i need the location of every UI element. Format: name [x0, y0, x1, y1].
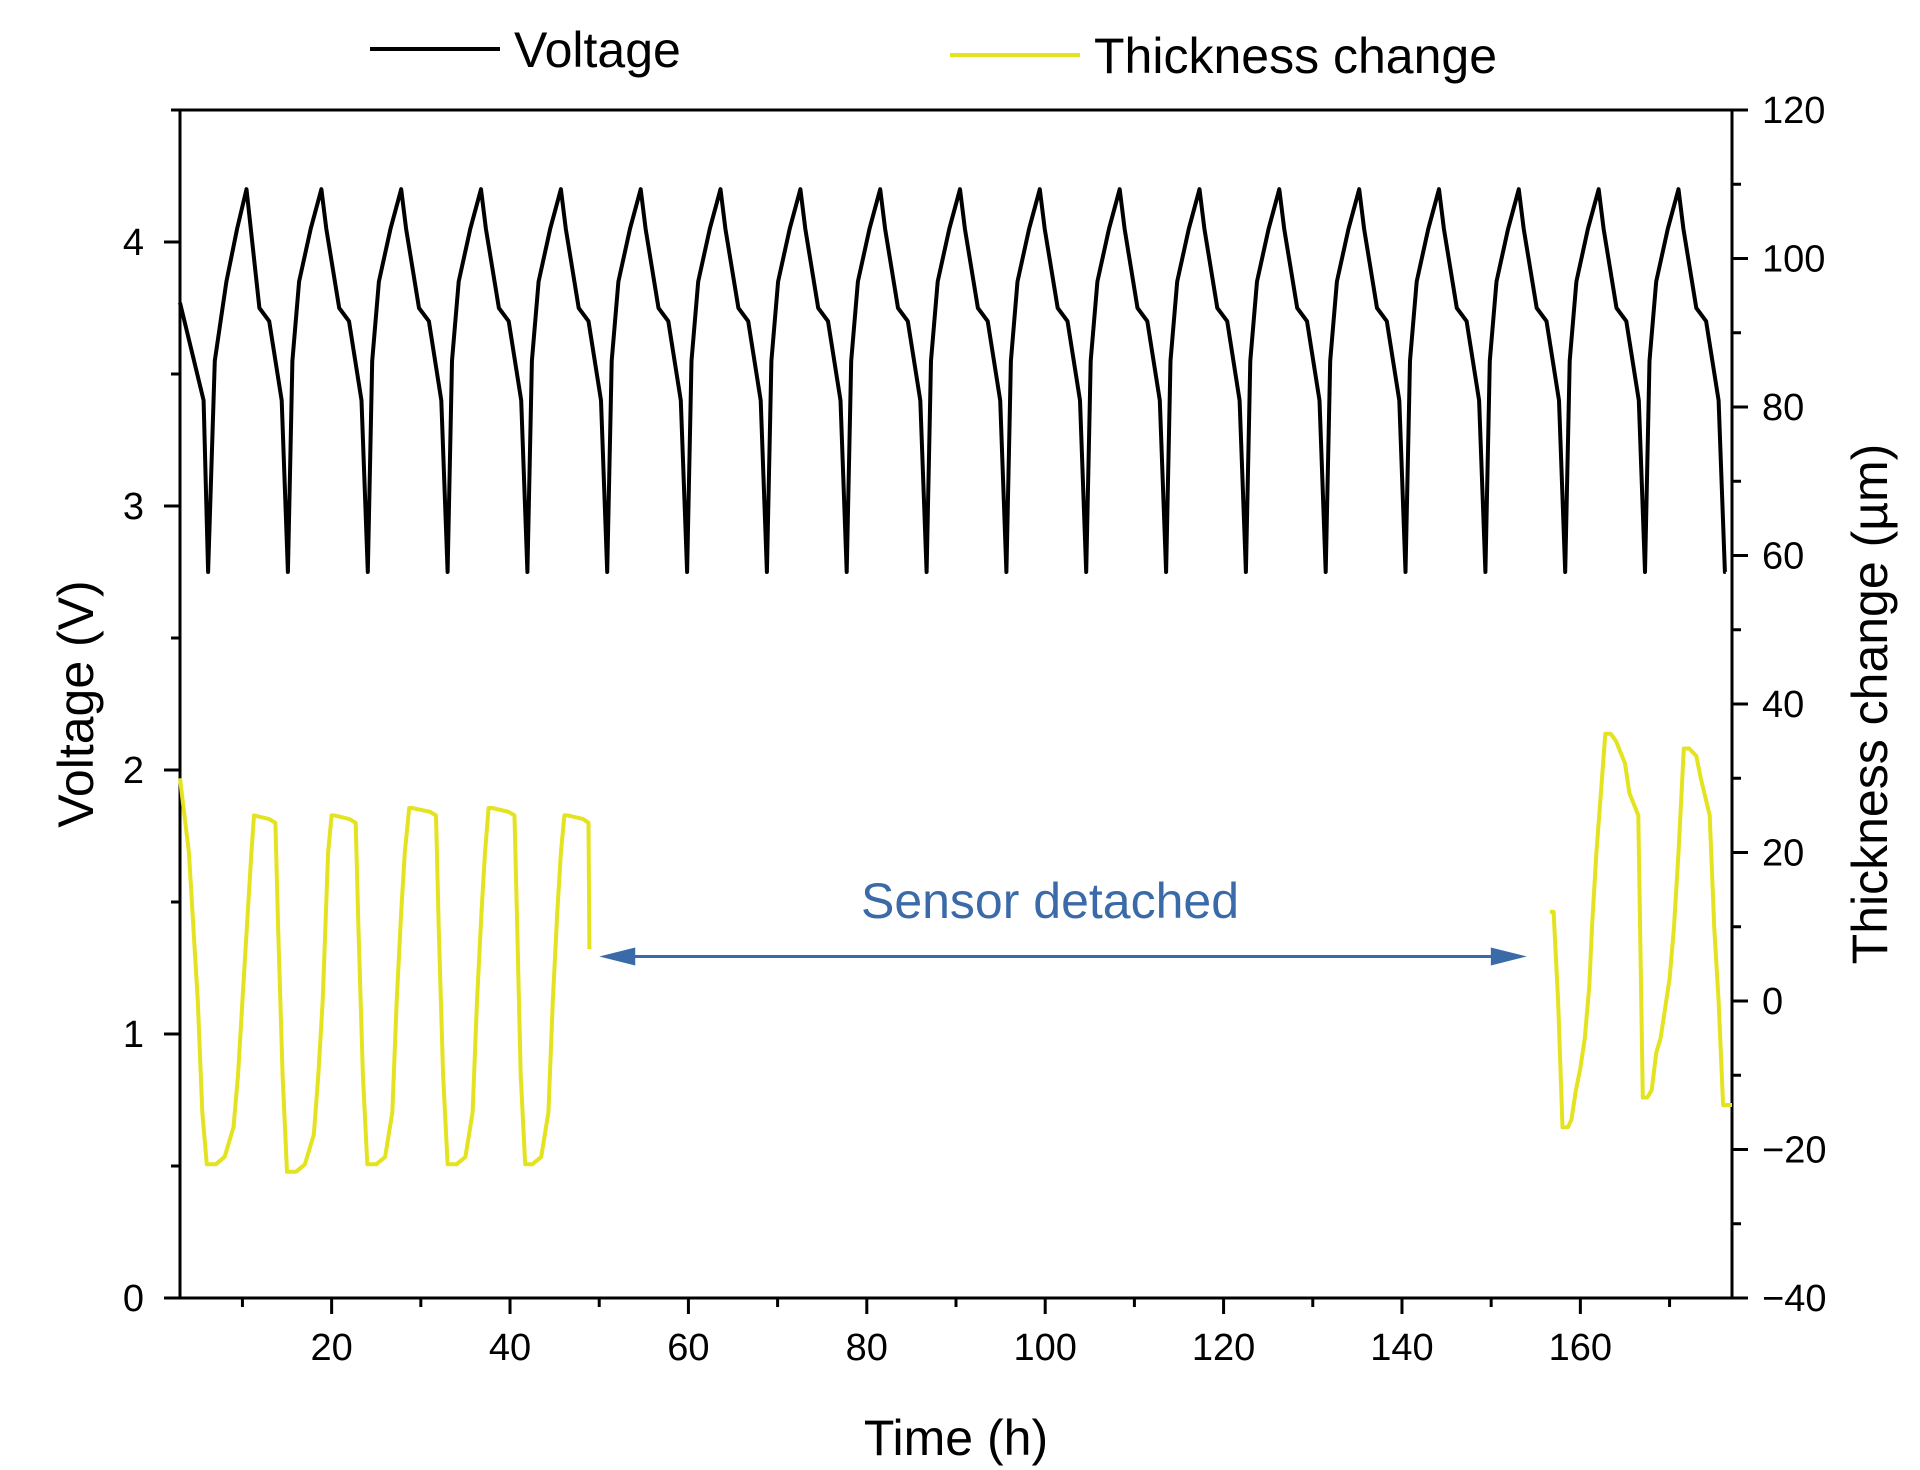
legend: Voltage Thickness change: [370, 22, 1497, 84]
annotation: Sensor detached: [599, 873, 1527, 966]
y-axis-ticks: 0 1 2 3 4: [123, 108, 180, 1320]
x-tick-label: 120: [1192, 1327, 1255, 1369]
y-axis-title: Voltage (V): [48, 580, 104, 827]
legend-label-thickness: Thickness change: [1094, 28, 1497, 84]
y2-tick-label: 60: [1762, 536, 1804, 578]
y-tick-label: 4: [123, 222, 144, 264]
series-line-voltage: [178, 187, 1727, 574]
y2-axis-ticks: −40 −20 0 20 40 60 80 100 120: [1732, 90, 1826, 1320]
y2-axis-title: Thickness change (µm): [1842, 444, 1898, 965]
y2-tick-label: −20: [1762, 1130, 1826, 1172]
x-axis-ticks: 20 40 60 80 100 120 140 160: [240, 1298, 1672, 1369]
x-tick-label: 160: [1549, 1327, 1612, 1369]
x-axis-title: Time (h): [864, 1410, 1048, 1466]
annotation-text: Sensor detached: [861, 873, 1239, 929]
series-line-thickness-segment-1: [178, 778, 592, 1174]
y-tick-label: 2: [123, 750, 144, 792]
y2-tick-label: −40: [1762, 1278, 1826, 1320]
x-tick-label: 20: [310, 1327, 352, 1369]
y2-tick-label: 80: [1762, 387, 1804, 429]
y2-tick-label: 20: [1762, 833, 1804, 875]
y2-tick-label: 0: [1762, 981, 1783, 1023]
x-tick-label: 100: [1013, 1327, 1076, 1369]
annotation-arrow-head-right: [1490, 947, 1527, 966]
x-tick-label: 40: [489, 1327, 531, 1369]
y-tick-label: 0: [123, 1278, 144, 1320]
plot-frame: [178, 108, 1734, 1300]
y2-tick-label: 100: [1762, 239, 1825, 281]
y-tick-label: 3: [123, 486, 144, 528]
series-line-thickness-segment-2: [1550, 731, 1732, 1130]
x-tick-label: 140: [1370, 1327, 1433, 1369]
y2-tick-label: 40: [1762, 684, 1804, 726]
x-tick-label: 80: [846, 1327, 888, 1369]
series-layer: [178, 187, 1732, 1174]
y2-tick-label: 120: [1762, 90, 1825, 132]
legend-label-voltage: Voltage: [514, 22, 681, 78]
x-tick-label: 60: [667, 1327, 709, 1369]
annotation-arrow-head-left: [599, 947, 636, 966]
y-tick-label: 1: [123, 1014, 144, 1056]
